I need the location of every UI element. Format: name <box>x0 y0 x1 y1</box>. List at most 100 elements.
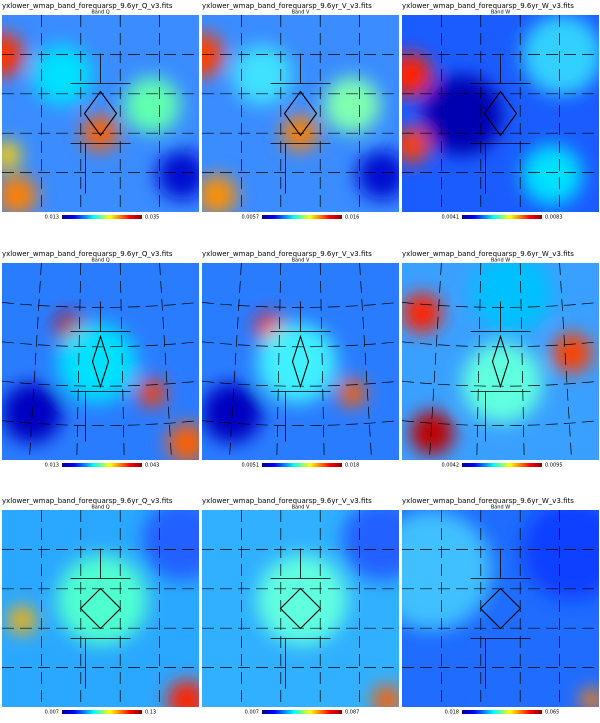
map-blob <box>342 510 399 580</box>
panel-title: yxlower_wmap_band_forequarsp_9.6yr_W_v3.… <box>402 250 574 258</box>
colorbar <box>62 710 142 714</box>
map-blob <box>2 141 21 169</box>
colorbar-min-label: 0.007 <box>245 710 259 716</box>
colorbar-min-label: 0.0057 <box>242 215 260 221</box>
target-region <box>283 90 318 137</box>
map-blob <box>32 45 92 105</box>
grid-line <box>402 420 599 426</box>
map-blob <box>257 555 347 645</box>
map-blob <box>232 45 292 105</box>
grid-line <box>359 263 372 460</box>
map-blobs <box>402 510 599 707</box>
map-blob <box>522 15 599 95</box>
grid-line <box>159 263 172 460</box>
target-region <box>91 334 110 389</box>
panel-title: yxlower_wmap_band_forequarsp_9.6yr_V_v3.… <box>202 2 372 10</box>
colorbar-min-label: 0.018 <box>445 710 459 716</box>
panel-title: yxlower_wmap_band_forequarsp_9.6yr_Q_v3.… <box>2 2 173 10</box>
panel-subtitle: Band Q <box>91 10 109 16</box>
grid-line <box>119 263 125 460</box>
colorbar-max-label: 0.0095 <box>545 463 563 469</box>
panel-title: yxlower_wmap_band_forequarsp_9.6yr_Q_v3.… <box>2 250 173 258</box>
map-blob <box>522 510 599 600</box>
colorbar <box>262 215 342 219</box>
grid-line <box>229 263 242 460</box>
map-blob <box>580 688 599 707</box>
panel: yxlower_wmap_band_forequarsp_9.6yr_Q_v3.… <box>2 497 199 716</box>
map-blob <box>422 75 502 155</box>
map-blob <box>357 150 399 200</box>
panel-subtitle: Band W <box>491 258 510 264</box>
grid-line <box>559 263 572 460</box>
colorbar <box>262 710 342 714</box>
map-image <box>2 15 199 212</box>
map-blob <box>257 323 337 403</box>
colorbar-max-label: 0.043 <box>145 463 159 469</box>
panel: yxlower_wmap_band_forequarsp_9.6yr_V_v3.… <box>202 2 399 221</box>
map-blob <box>157 150 199 200</box>
map-blob <box>324 77 380 133</box>
reference-lines <box>70 548 131 689</box>
grid-line <box>276 263 282 460</box>
grid-line <box>319 263 325 460</box>
map-blob <box>57 555 147 645</box>
panel: yxlower_wmap_band_forequarsp_9.6yr_Q_v3.… <box>2 250 199 469</box>
panel-subtitle: Band V <box>292 10 310 16</box>
panel-title: yxlower_wmap_band_forequarsp_9.6yr_V_v3.… <box>202 497 372 505</box>
colorbar-max-label: 0.018 <box>345 463 359 469</box>
colorbar <box>462 215 542 219</box>
panel-subtitle: Band W <box>491 505 510 511</box>
panel: yxlower_wmap_band_forequarsp_9.6yr_V_v3.… <box>202 497 399 716</box>
panel-subtitle: Band Q <box>91 505 109 511</box>
panel-subtitle: Band V <box>292 505 310 511</box>
target-region <box>491 334 510 389</box>
grid-line <box>29 263 42 460</box>
colorbar-max-label: 0.065 <box>545 710 559 716</box>
target-region <box>291 334 310 389</box>
map-blob <box>202 33 224 77</box>
grid-line <box>519 263 525 460</box>
colorbar <box>262 463 342 467</box>
colorbar-max-label: 0.0083 <box>545 215 563 221</box>
map-blob <box>124 77 180 133</box>
colorbar <box>462 710 542 714</box>
grid-line <box>202 420 399 426</box>
panel: yxlower_wmap_band_forequarsp_9.6yr_W_v3.… <box>402 497 599 716</box>
colorbar <box>62 463 142 467</box>
target-region <box>279 587 322 630</box>
panel: yxlower_wmap_band_forequarsp_9.6yr_V_v3.… <box>202 250 399 469</box>
map-blob <box>2 175 37 212</box>
grid-line <box>402 341 599 348</box>
grid-line <box>2 341 199 348</box>
map-image <box>402 510 599 707</box>
map-image <box>202 510 399 707</box>
map-blob <box>57 323 137 403</box>
reference-lines <box>470 53 531 194</box>
grid-line <box>202 341 399 348</box>
coordinate-grid <box>2 15 199 212</box>
target-region <box>83 90 118 137</box>
map-blob <box>552 333 592 373</box>
map-blob <box>138 379 166 407</box>
colorbar-max-label: 0.016 <box>345 215 359 221</box>
map-blob <box>522 145 582 205</box>
map-blob <box>142 510 199 580</box>
map-blob <box>472 263 552 333</box>
panel: yxlower_wmap_band_forequarsp_9.6yr_Q_v3.… <box>2 2 199 221</box>
panel: yxlower_wmap_band_forequarsp_9.6yr_W_v3.… <box>402 2 599 221</box>
panel-subtitle: Band V <box>292 258 310 264</box>
map-blobs <box>202 33 399 212</box>
panel-subtitle: Band W <box>491 10 510 16</box>
colorbar <box>62 215 142 219</box>
map-blobs <box>2 313 199 460</box>
map-image <box>2 510 199 707</box>
grid-line <box>2 420 199 426</box>
target-region <box>79 587 122 630</box>
map-image <box>202 263 399 460</box>
map-blob <box>402 53 432 97</box>
panel: yxlower_wmap_band_forequarsp_9.6yr_W_v3.… <box>402 250 599 469</box>
map-blob <box>402 127 430 163</box>
panel-title: yxlower_wmap_band_forequarsp_9.6yr_W_v3.… <box>402 2 574 10</box>
map-image <box>402 263 599 460</box>
